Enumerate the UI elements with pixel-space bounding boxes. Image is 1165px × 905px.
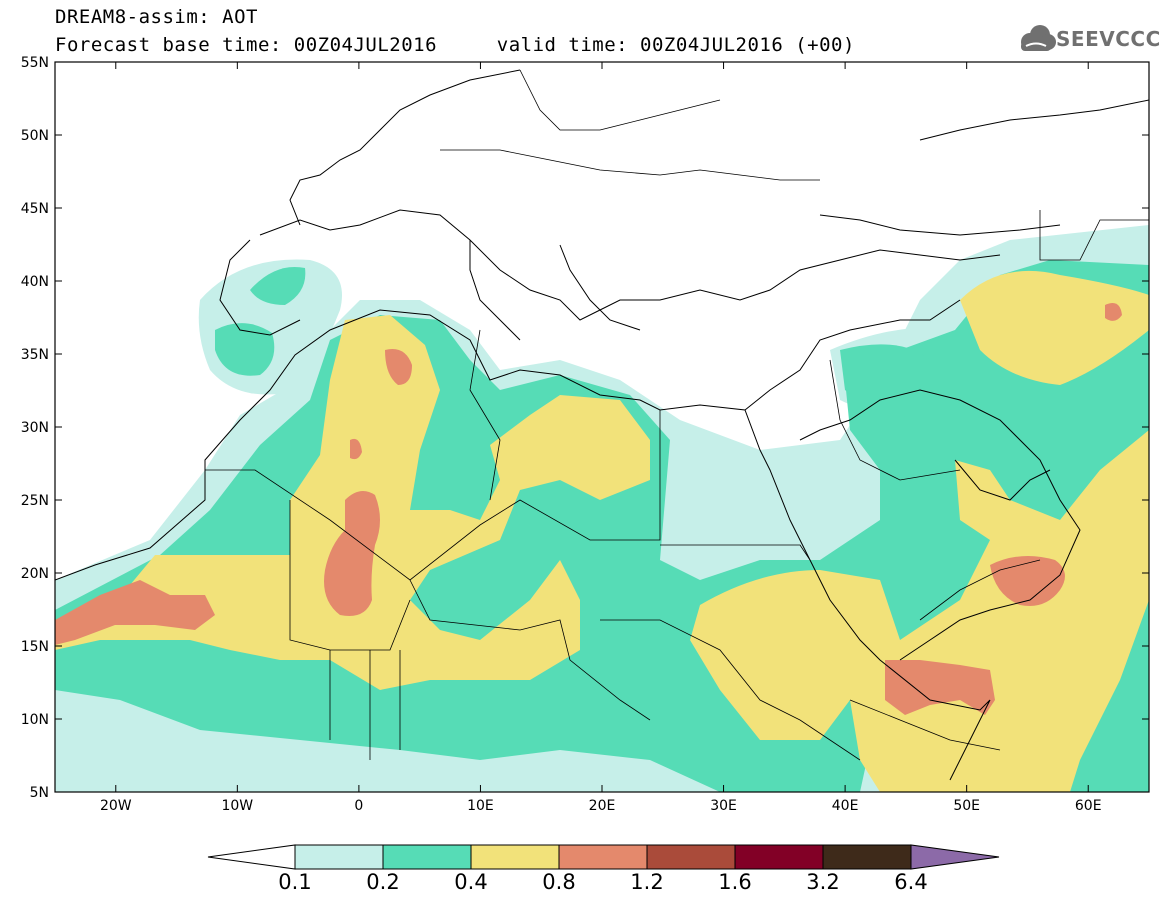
lat-tick-label: 35N [21,347,49,363]
colorbar-label: 0.1 [278,870,312,894]
lat-tick-label: 15N [21,639,49,655]
forecast-time-line: Forecast base time: 00Z04JUL2016 valid t… [55,34,855,56]
colorbar-swatch [822,844,912,870]
lat-tick-label: 50N [21,128,49,144]
base-time: Forecast base time: 00Z04JUL2016 [55,34,438,56]
colorbar-label: 0.2 [366,870,400,894]
aot-level-0.8 [55,302,1122,715]
lon-tick-label: 40E [832,798,859,814]
colorbar [207,844,1000,870]
lat-tick-label: 45N [21,201,49,217]
country-borders [205,69,1149,761]
colorbar-max-arrow [910,844,1000,870]
lat-tick-label: 20N [21,566,49,582]
colorbar-label: 1.6 [718,870,752,894]
lat-tick-label: 5N [30,785,49,801]
lon-tick-label: 0 [354,798,363,814]
logo-text: SEEVCCC [1056,27,1161,51]
colorbar-swatch [646,844,736,870]
colorbar-label: 3.2 [806,870,840,894]
lon-tick-label: 20E [589,798,616,814]
lon-tick-label: 60E [1075,798,1102,814]
colorbar-swatch [382,844,472,870]
cloud-logo-icon [1021,25,1056,51]
map-ticks: 55N 50N 45N 40N 35N 30N 25N 20N 15N 10N 5N 20W 10W 0 1… [21,55,1149,814]
valid-time: valid time: 00Z04JUL2016 (+00) [496,34,855,56]
lat-tick-label: 10N [21,712,49,728]
colorbar-swatch [558,844,648,870]
lon-tick-label: 30E [710,798,737,814]
colorbar-min-arrow [207,844,296,870]
lat-tick-label: 25N [21,493,49,509]
lon-tick-label: 20W [100,798,132,814]
map-title: DREAM8-assim: AOT [55,6,258,28]
lon-tick-label: 10W [221,798,253,814]
colorbar-label: 6.4 [894,870,928,894]
lat-tick-label: 40N [21,274,49,290]
lat-tick-label: 55N [21,55,49,71]
lon-tick-label: 50E [953,798,980,814]
lat-tick-label: 30N [21,420,49,436]
colorbar-label: 0.8 [542,870,576,894]
colorbar-swatch [294,844,384,870]
colorbar-swatch [470,844,560,870]
lon-tick-label: 10E [467,798,494,814]
colorbar-label: 1.2 [630,870,664,894]
colorbar-swatch [734,844,824,870]
coastlines [55,69,1149,781]
colorbar-label: 0.4 [454,870,488,894]
aot-contours [55,225,1149,792]
